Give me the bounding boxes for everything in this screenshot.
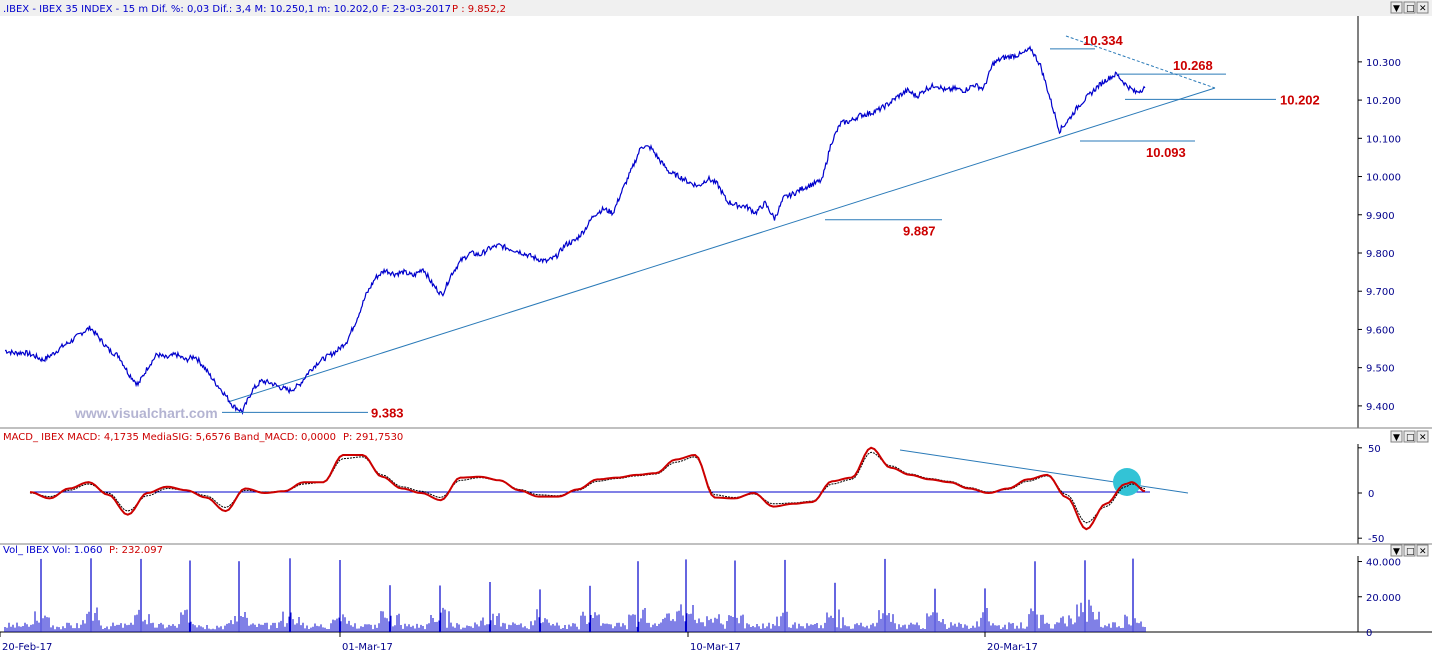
price-tick-label: 9.500 xyxy=(1366,364,1395,375)
level-label: 10.268 xyxy=(1173,58,1213,73)
macd-series xyxy=(29,446,1146,531)
price-tick-label: 10.300 xyxy=(1366,58,1401,69)
x-tick-label: 20-Mar-17 xyxy=(987,642,1038,652)
level-label: 9.887 xyxy=(903,224,936,239)
price-tick-label: 9.800 xyxy=(1366,249,1395,260)
price-header-p: P : 9.852,2 xyxy=(452,4,506,15)
macd-y-axis: 50 0 -50 xyxy=(1358,444,1384,545)
macd-tick-label: 0 xyxy=(1368,489,1374,500)
price-y-axis: 9.400 9.500 9.600 9.700 9.800 9.900 10.000 10.1… xyxy=(1358,58,1401,413)
price-minimize-icon: ▼ xyxy=(1393,4,1400,14)
x-axis: 20-Feb-17 01-Mar-17 10-Mar-17 20-Mar-17 xyxy=(0,632,1038,652)
x-tick-label: 20-Feb-17 xyxy=(2,642,52,652)
macd-header-p: P: 291,7530 xyxy=(343,432,403,443)
price-tick-label: 9.400 xyxy=(1366,402,1395,413)
level-label: 10.093 xyxy=(1146,145,1186,160)
price-maximize-icon: □ xyxy=(1406,4,1415,14)
price-line xyxy=(4,45,1146,416)
vol-minimize-button[interactable] xyxy=(1390,544,1403,557)
volume-series xyxy=(4,558,1146,632)
watermark: www.visualchart.com xyxy=(74,405,218,421)
price-tick-label: 9.600 xyxy=(1366,325,1395,336)
price-tick-label: 10.200 xyxy=(1366,96,1401,107)
vol-header-info: Vol_ IBEX Vol: 1.060 xyxy=(3,545,102,556)
macd-tick-label: -50 xyxy=(1368,534,1384,545)
vol-maximize-icon: □ xyxy=(1406,547,1415,557)
vol-header-p: P: 232.097 xyxy=(109,545,163,556)
uptrend-line xyxy=(227,87,1216,403)
level-label: 9.383 xyxy=(371,405,404,420)
macd-header-info: MACD_ IBEX MACD: 4,1735 MediaSIG: 5,6576… xyxy=(3,432,336,443)
volume-y-axis: 40.000 20.000 0 xyxy=(1358,558,1401,639)
price-minimize-button[interactable] xyxy=(1390,1,1403,14)
price-close-button[interactable] xyxy=(1416,1,1429,14)
signal-line xyxy=(29,451,1146,524)
macd-close-button[interactable] xyxy=(1416,430,1429,443)
macd-maximize-icon: □ xyxy=(1406,433,1415,443)
price-tick-label: 10.100 xyxy=(1366,134,1401,145)
vol-minimize-icon: ▼ xyxy=(1393,547,1400,557)
macd-close-icon: ✕ xyxy=(1419,433,1427,443)
price-tick-label: 9.700 xyxy=(1366,287,1395,298)
price-close-icon: ✕ xyxy=(1419,4,1427,14)
price-header-info: .IBEX - IBEX 35 INDEX - 15 m Dif. %: 0,0… xyxy=(3,4,451,15)
macd-maximize-button[interactable] xyxy=(1403,430,1416,443)
macd-trend-line xyxy=(899,449,1189,494)
macd-minimize-button[interactable] xyxy=(1390,430,1403,443)
vol-maximize-button[interactable] xyxy=(1403,544,1416,557)
macd-line xyxy=(29,446,1146,531)
vol-tick-label: 20.000 xyxy=(1366,593,1401,604)
x-tick-label: 01-Mar-17 xyxy=(342,642,393,652)
downtrend-line xyxy=(1065,35,1216,89)
price-series xyxy=(4,45,1146,416)
price-maximize-button[interactable] xyxy=(1403,1,1416,14)
price-window-buttons: ▼ □ ✕ xyxy=(1390,1,1429,14)
vol-close-button[interactable] xyxy=(1416,544,1429,557)
vol-tick-label: 0 xyxy=(1366,628,1372,639)
vol-close-icon: ✕ xyxy=(1419,547,1427,557)
macd-header-bar xyxy=(0,428,1432,444)
price-tick-label: 9.900 xyxy=(1366,211,1395,222)
macd-minimize-icon: ▼ xyxy=(1393,433,1400,443)
level-label: 10.334 xyxy=(1083,33,1124,48)
price-tick-label: 10.000 xyxy=(1366,173,1401,184)
macd-tick-label: 50 xyxy=(1368,444,1381,455)
support-resistance-levels: 10.334 10.268 10.202 10.093 9.887 9.383 xyxy=(222,33,1320,420)
macd-window-buttons: ▼ □ ✕ xyxy=(1390,430,1429,443)
vol-window-buttons: ▼ □ ✕ xyxy=(1390,544,1429,557)
price-header-bar xyxy=(0,0,1432,16)
level-label: 10.202 xyxy=(1280,92,1320,107)
vol-tick-label: 40.000 xyxy=(1366,558,1401,569)
x-tick-label: 10-Mar-17 xyxy=(690,642,741,652)
